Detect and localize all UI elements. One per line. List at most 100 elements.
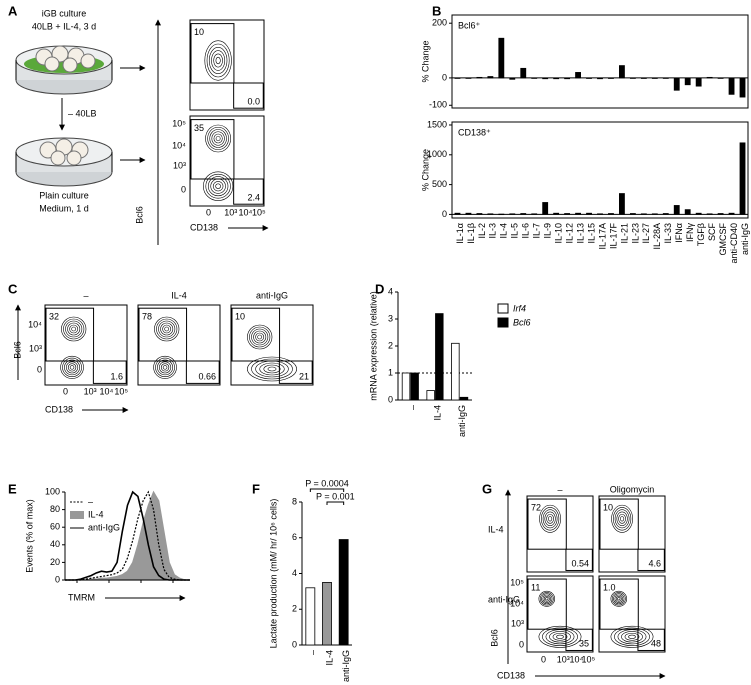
bar (586, 77, 592, 79)
y-tick-label: 6 (292, 532, 297, 542)
contour (209, 129, 227, 148)
contour (613, 593, 625, 605)
x-tick-label: IL-1α (455, 223, 465, 244)
contour (545, 629, 575, 645)
gate (138, 307, 188, 362)
x-tick-label: IL-17A (597, 223, 607, 250)
column-header: anti-IgG (256, 290, 288, 300)
contour (215, 135, 221, 142)
gate (233, 178, 264, 205)
gate-percent: 1.0 (603, 582, 616, 592)
bar (426, 390, 435, 401)
x-tick-label: IFNα (674, 223, 684, 243)
gate (92, 360, 127, 384)
y-axis-label: Bcl6 (489, 629, 499, 647)
contour (542, 509, 558, 529)
subtitle: Bcl6⁺ (458, 20, 481, 30)
row-header: anti-IgG (488, 594, 520, 604)
contour (205, 173, 231, 199)
gate-percent: 4.6 (648, 558, 661, 568)
bar (728, 77, 735, 95)
bar (322, 582, 332, 646)
gate-percent: 10 (603, 502, 613, 512)
legend-label: Bcl6 (513, 317, 531, 327)
x-tick-label: 10³ (224, 207, 237, 217)
x-tick-label: anti-IgG (740, 223, 750, 255)
contour (204, 40, 232, 81)
contour (628, 634, 636, 639)
contour (549, 631, 571, 643)
y-tick-label: 10³ (29, 343, 42, 353)
gate-percent: 35 (194, 123, 204, 133)
bar (451, 342, 460, 401)
gate-percent: 35 (579, 638, 589, 648)
y-axis-label: Lactate production (mM/ hr/ 10⁶ cells) (268, 499, 278, 649)
flow-plot-frame (137, 304, 221, 386)
contour (61, 316, 87, 342)
contour (160, 363, 170, 372)
y-tick-label: -100 (429, 100, 447, 110)
flow-plot-frame (598, 575, 666, 653)
contour (154, 316, 180, 342)
flow-plot-frame (526, 495, 594, 573)
y-tick-label: 8 (292, 496, 297, 506)
bar (531, 77, 538, 79)
contour (215, 183, 221, 189)
x-tick-label: IL-6 (521, 223, 531, 239)
x-tick-label: IL-3 (488, 223, 498, 239)
contour (247, 356, 297, 382)
contour (71, 326, 77, 332)
y-tick-label: 20 (50, 557, 60, 567)
contour (612, 507, 632, 531)
gate (231, 307, 281, 362)
y-axis-label: Events (% of max) (24, 499, 34, 573)
bar (662, 213, 669, 215)
contour (538, 625, 582, 648)
contour (66, 361, 79, 374)
contour (267, 366, 277, 372)
x-tick-label: IL-15 (586, 223, 596, 244)
significance-bracket (309, 488, 345, 492)
y-tick-label: 10⁵ (172, 118, 186, 128)
y-tick-label: 4 (292, 568, 297, 578)
contour (207, 126, 229, 151)
contour (257, 334, 263, 340)
contour (67, 363, 77, 372)
gate-percent: 21 (299, 371, 309, 381)
gate (599, 498, 639, 550)
y-tick-label: 100 (45, 486, 60, 496)
contour (211, 131, 225, 146)
y-tick-label: 10³ (511, 618, 524, 628)
gate-percent: 0.66 (198, 371, 216, 381)
x-tick-label: IL-4 (324, 650, 334, 666)
bar (553, 77, 560, 80)
contour (618, 513, 626, 524)
gate (637, 628, 665, 651)
gate-percent: 11 (531, 582, 540, 592)
culture-title: Plain culture (39, 190, 89, 200)
x-tick-label: IL-27 (641, 223, 651, 244)
plot-frame (451, 14, 749, 109)
contour (614, 509, 630, 529)
gate (565, 628, 593, 651)
contour (206, 43, 230, 78)
contour (621, 631, 643, 643)
bar (575, 72, 581, 79)
x-tick-label: IL-17F (608, 223, 618, 250)
bar (597, 213, 603, 215)
contour (610, 625, 654, 648)
histogram-curve (65, 490, 190, 581)
y-tick-label: 1 (388, 367, 393, 377)
gate (185, 360, 220, 384)
legend-label: IL-4 (88, 509, 104, 519)
panel-label: B (432, 3, 441, 18)
y-tick-label: 4 (388, 286, 393, 296)
contour (208, 46, 228, 74)
bar (619, 193, 625, 215)
bar (640, 213, 647, 215)
contour (62, 357, 82, 378)
y-tick-label: 60 (50, 522, 60, 532)
contour (540, 507, 560, 531)
x-tick-label: 10³ (84, 386, 97, 396)
x-tick-label: SCF (707, 222, 717, 241)
